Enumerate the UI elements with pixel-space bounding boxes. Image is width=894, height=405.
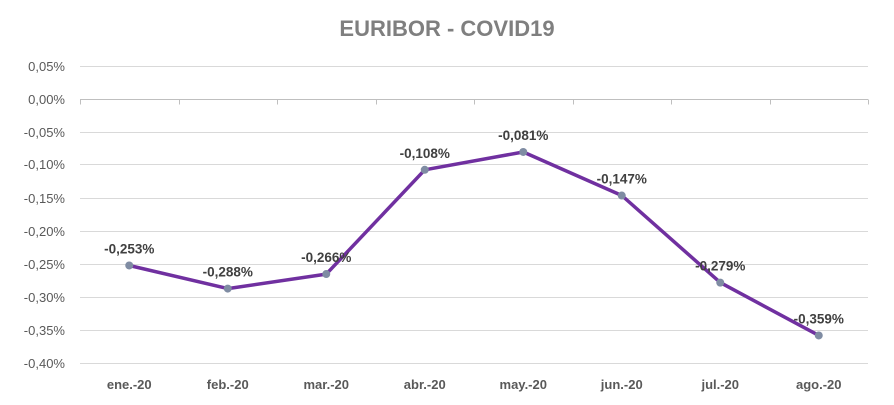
data-point [223,284,232,293]
x-tick-label: may.-20 [500,377,547,392]
data-label: -0,359% [794,311,844,326]
data-point [814,331,823,340]
x-tick-label: jun.-20 [600,377,643,392]
y-tick-label: -0,15% [24,191,66,206]
y-tick-label: 0,05% [28,59,65,74]
y-tick-label: -0,35% [24,323,66,338]
y-tick-label: -0,20% [24,224,66,239]
y-axis-tick-labels: 0,05% 0,00% -0,05% -0,10% -0,15% -0,20% -0,25%… [24,59,66,371]
data-point [420,165,429,174]
data-labels: -0,253% -0,288% -0,266% -0,108% -0,081% -0,14… [104,128,844,326]
data-label: -0,279% [695,259,745,274]
grid-lines [80,66,869,364]
data-point [617,191,626,200]
chart-title: EURIBOR - COVID19 [339,16,554,41]
y-tick-label: -0,10% [24,157,66,172]
y-tick-label: 0,00% [28,92,65,107]
data-point [322,270,331,279]
x-tick-label: abr.-20 [404,377,446,392]
x-tick-label: ene.-20 [107,377,152,392]
series-line [127,150,821,338]
y-tick-label: -0,30% [24,290,66,305]
data-point [519,147,528,156]
x-tick-label: mar.-20 [303,377,349,392]
data-label: -0,266% [301,250,351,265]
x-tick-label: ago.-20 [796,377,842,392]
y-tick-label: -0,40% [24,356,66,371]
x-tick-label: feb.-20 [207,377,249,392]
data-label: -0,253% [104,241,154,256]
y-tick-label: -0,05% [24,125,66,140]
data-label: -0,108% [400,146,450,161]
data-point [125,261,134,270]
y-tick-label: -0,25% [24,257,66,272]
data-point [716,278,725,287]
data-label: -0,081% [498,128,548,143]
x-axis-tick-labels: ene.-20 feb.-20 mar.-20 abr.-20 may.-20 jun.-… [107,377,842,392]
x-tick-label: jul.-20 [700,377,739,392]
series-layer [125,147,823,340]
data-label: -0,147% [597,172,647,187]
data-label: -0,288% [203,265,253,280]
